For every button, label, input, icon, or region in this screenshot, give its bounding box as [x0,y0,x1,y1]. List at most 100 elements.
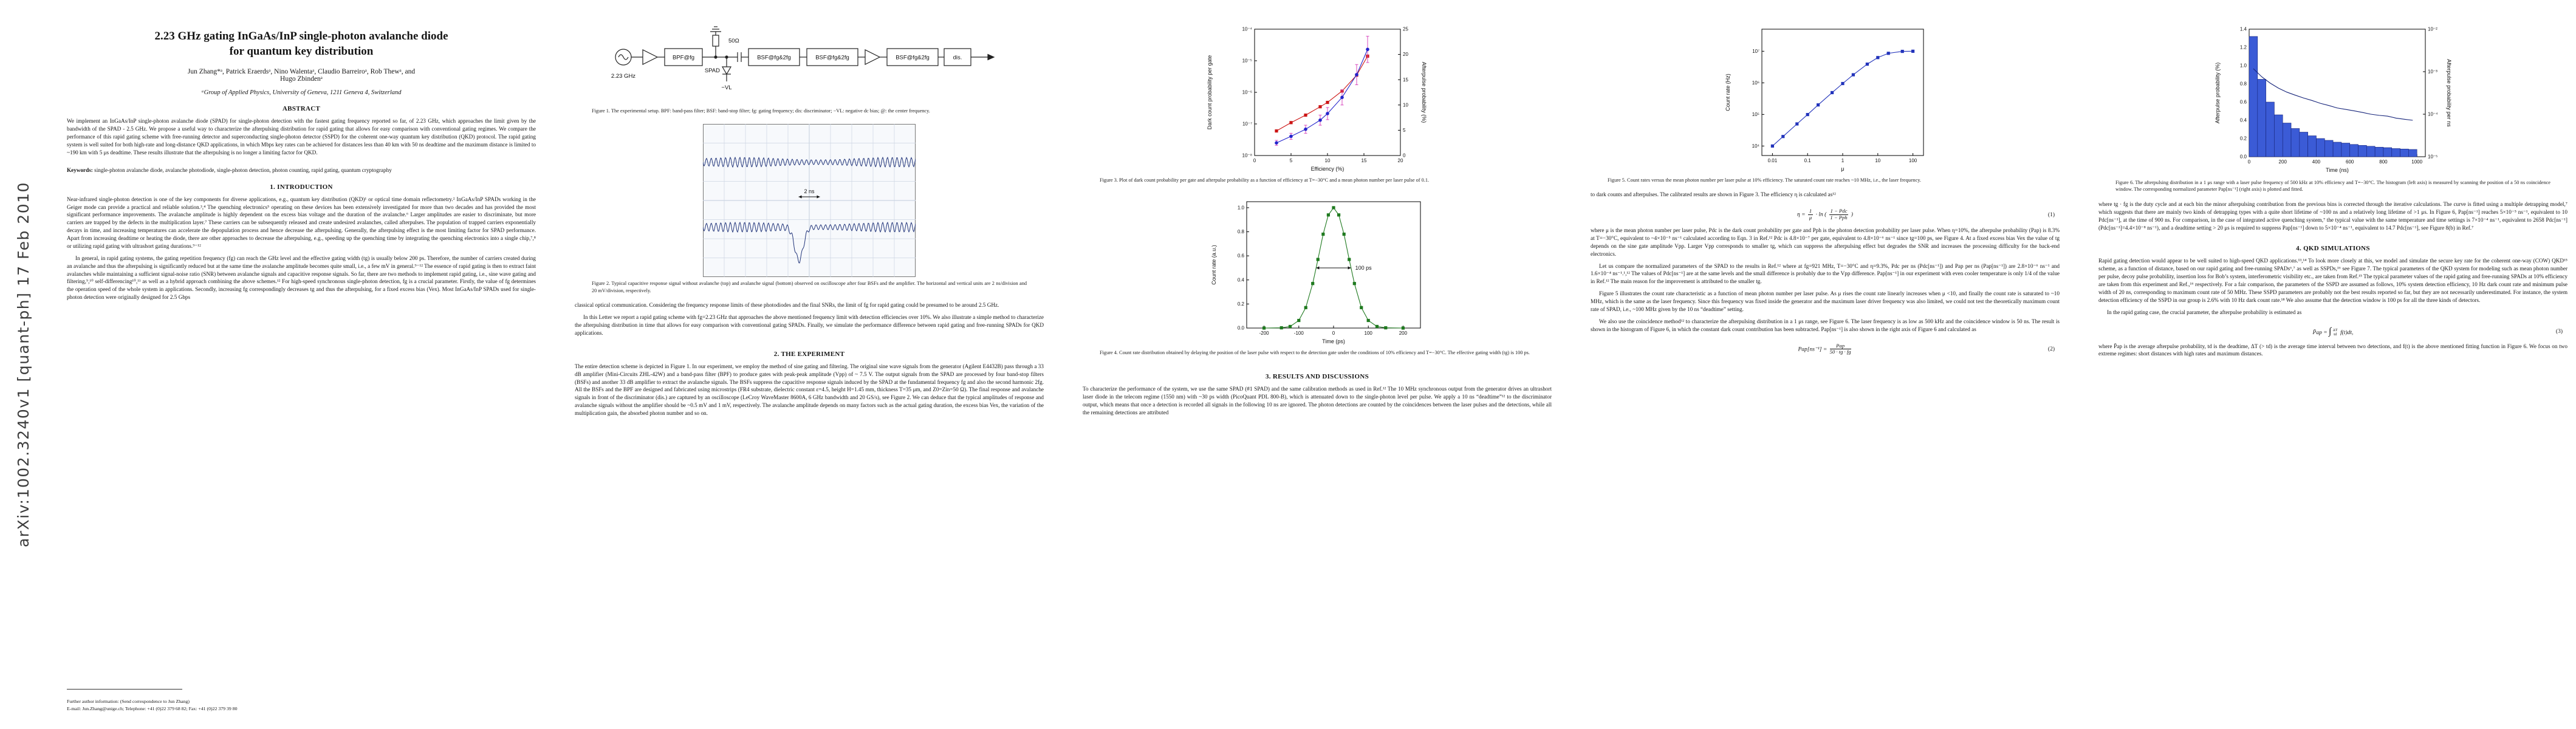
figure-6-chart: 0 200 400 600 800 1000 0.0 0.2 0.4 0.6 0.8 1.0 1.2 1.… [2215,27,2452,173]
page4-paragraph-1: to dark counts and afterpulses. The cali… [1591,191,1836,198]
svg-text:-100: -100 [1294,330,1304,336]
affiliation: ᵃGroup of Applied Physics, University of… [201,89,402,97]
figure-1: 2.23 GHz BPF@fg 50Ω SPAD −VL BSF@fg&2fg … [575,21,1044,104]
page-3: 0 5 10 15 20 10⁻⁸ 10⁻⁷ 10⁻⁶ 10⁻⁵ 10⁻⁴ 0 5 10 15 20 25 Ef… [1074,0,1560,729]
figure-5-chart: 0.01 0.1 1 10 100 10⁴ 10⁵ 10⁶ 10⁷ μ Count rate (Hz… [1725,29,1924,172]
keywords-label: Keywords: [67,166,93,173]
svg-text:Time (ps): Time (ps) [1322,338,1345,344]
svg-text:0.01: 0.01 [1768,158,1778,163]
label-spad: SPAD [705,67,720,74]
svg-text:600: 600 [2346,159,2354,165]
figure-2: 2 ns [575,124,1044,278]
eq2-number: (2) [2047,346,2055,352]
intro-paragraph-2: In general, in rapid gating systems, the… [67,255,536,301]
page2-paragraph-3: The entire detection scheme is depicted … [575,363,1044,417]
figure-6-caption: Figure 6. The afterpulsing distribution … [2115,180,2550,193]
label-source: 2.23 GHz [611,73,635,80]
eq2-frac: Pap 50 · tg · fg [1829,342,1851,355]
svg-text:Efficiency (%): Efficiency (%) [1310,166,1344,172]
eq3-integral: ∫ [2329,326,2332,337]
svg-text:10⁵: 10⁵ [1752,112,1759,117]
svg-text:10⁶: 10⁶ [1752,80,1759,86]
eq1-close: ) [1851,211,1853,218]
svg-text:10: 10 [1324,158,1330,163]
label-dis: dis. [953,55,962,61]
page5-paragraph-4: where P̄ap is the average afterpulse pro… [2098,343,2567,357]
svg-text:1.0: 1.0 [2240,63,2247,69]
figure-4: -200 -100 0 100 200 0.0 0.2 0.4 0.6 0.8 1.0 Time (p… [1083,193,1552,346]
svg-text:200: 200 [1399,330,1408,336]
figure-3: 0 5 10 15 20 10⁻⁸ 10⁻⁷ 10⁻⁶ 10⁻⁵ 10⁻⁴ 0 5 10 15 20 25 Ef… [1083,21,1552,174]
arxiv-watermark: arXiv:1002.3240v1 [quant-ph] 17 Feb 2010 [15,182,32,547]
svg-text:10⁻⁴: 10⁻⁴ [2428,112,2438,117]
svg-text:1000: 1000 [2411,159,2422,165]
svg-text:10: 10 [1875,158,1880,163]
page5-paragraph-1: where tg · fg is the duty cycle and at e… [2098,200,2567,231]
amplifier-icon [642,49,659,65]
figure-5-caption: Figure 5. Count rates versus the mean ph… [1608,177,1921,183]
svg-text:10⁻⁷: 10⁻⁷ [1242,122,1252,127]
svg-text:5: 5 [1403,128,1406,133]
abstract-heading: ABSTRACT [282,105,321,113]
paper-title: 2.23 GHz gating InGaAs/InP single-photon… [154,30,448,58]
eq2-lhs: Pap[ns⁻¹] = [1798,346,1828,353]
amplifier-icon [865,49,881,65]
svg-text:2 ns: 2 ns [804,188,815,194]
page-1: 2.23 GHz gating InGaAs/InP single-photon… [58,0,544,729]
svg-text:10: 10 [1403,102,1408,108]
svg-text:800: 800 [2379,159,2388,165]
svg-text:1.2: 1.2 [2240,45,2247,50]
svg-text:0.6: 0.6 [1238,253,1245,259]
svg-text:Afterpulse probability per ns: Afterpulse probability per ns [2446,59,2452,127]
svg-text:10⁻⁸: 10⁻⁸ [1242,153,1252,159]
figure-3-chart: 0 5 10 15 20 10⁻⁸ 10⁻⁷ 10⁻⁶ 10⁻⁵ 10⁻⁴ 0 5 10 15 20 25 Ef… [1207,27,1427,172]
svg-text:0: 0 [1403,153,1406,159]
svg-text:Afterpulse probability (%): Afterpulse probability (%) [2215,63,2221,124]
section-1-heading: 1. INTRODUCTION [270,183,333,191]
svg-text:100: 100 [1909,158,1917,163]
svg-text:0: 0 [1332,330,1335,336]
eq3-limits: ΔT td [2332,328,2338,337]
figure-4-caption: Figure 4. Count rate distribution obtain… [1100,350,1530,356]
svg-text:0.8: 0.8 [1238,230,1245,235]
eq1-frac2: 1 − Pdc 1 − Pph [1829,208,1849,221]
svg-text:10⁻⁴: 10⁻⁴ [1242,27,1252,32]
label-r50: 50Ω [728,38,739,44]
eq3-number: (3) [2555,328,2563,335]
page4-paragraph-5: We also use the coincidence method¹² to … [1591,318,2060,332]
figure-5: 0.01 0.1 1 10 100 10⁴ 10⁵ 10⁶ 10⁷ μ Count rate (Hz… [1591,21,2060,174]
svg-text:15: 15 [1403,77,1408,83]
arrow-icon [987,53,995,61]
svg-text:20: 20 [1403,52,1408,57]
figure-1-diagram: 2.23 GHz BPF@fg 50Ω SPAD −VL BSF@fg&2fg … [611,26,995,91]
footnote-text: Further author information: (Send corres… [67,699,238,711]
svg-text:-200: -200 [1259,330,1270,336]
svg-text:15: 15 [1361,158,1366,163]
label-bsf3: BSF@fg&2fg [896,55,930,61]
svg-text:0: 0 [1253,158,1256,163]
svg-text:10⁻²: 10⁻² [2428,27,2437,32]
page3-paragraph-1: To characterize the performance of the s… [1083,385,1552,416]
page2-paragraph-2: In this Letter we report a rapid gating … [575,314,1044,336]
svg-text:10⁴: 10⁴ [1752,143,1760,149]
eq1-number: (1) [2047,211,2055,218]
figure-2-caption: Figure 2. Typical capacitive response si… [592,281,1027,293]
svg-text:0.4: 0.4 [1238,278,1245,283]
page4-paragraph-2: where μ is the mean photon number per la… [1591,227,2060,257]
svg-text:10⁻⁵: 10⁻⁵ [1242,58,1252,64]
svg-text:10⁻³: 10⁻³ [2428,69,2437,75]
svg-text:0.0: 0.0 [2240,154,2247,160]
figure-3-caption: Figure 3. Plot of dark count probability… [1100,177,1430,183]
eq1-mid: · ln [1815,211,1823,218]
label-bpf: BPF@fg [673,55,694,61]
svg-text:25: 25 [1403,27,1408,32]
keywords: Keywords: single-photon avalanche diode,… [67,166,536,174]
svg-text:0.2: 0.2 [2240,136,2247,142]
svg-text:Afterpulse probability (%): Afterpulse probability (%) [1421,62,1427,123]
intro-paragraph-1: Near-infrared single-photon detection is… [67,196,536,249]
svg-text:0.6: 0.6 [2240,100,2247,105]
svg-text:Time (ns): Time (ns) [2326,167,2349,173]
svg-text:0.2: 0.2 [1238,301,1245,307]
